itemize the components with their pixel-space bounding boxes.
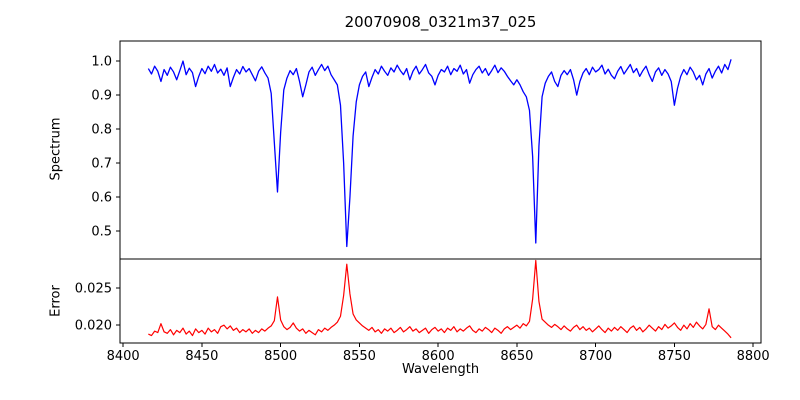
- x-axis-label: Wavelength: [401, 362, 480, 377]
- error-line: [148, 259, 732, 339]
- x-tick-label: 8700: [579, 349, 612, 364]
- x-tick-label: 8550: [343, 349, 376, 364]
- spectrum-line: [147, 59, 732, 248]
- y-tick-label: 0.8: [91, 123, 112, 138]
- y-tick-label: 0.020: [75, 319, 112, 334]
- x-tick-label: 8600: [422, 349, 455, 364]
- top-panel-frame: [119, 40, 762, 260]
- y-tick-label: 1.0: [91, 55, 112, 70]
- y-tick-label: 0.025: [75, 281, 112, 296]
- y-tick-label: 0.5: [91, 225, 112, 240]
- top-panel-y-ticks: 0.5 0.6 0.7 0.8 0.9 1.0: [91, 55, 120, 240]
- x-tick-label: 8650: [500, 349, 533, 364]
- x-tick-label: 8500: [264, 349, 297, 364]
- x-tick-label: 8800: [737, 349, 770, 364]
- y-tick-label: 0.6: [91, 191, 112, 206]
- y-tick-label: 0.9: [91, 89, 112, 104]
- x-tick-label: 8400: [107, 349, 140, 364]
- bottom-panel-y-ticks: 0.020 0.025: [75, 281, 120, 334]
- x-axis-ticks: 8400 8450 8500 8550 8600 8650 8700 8750 8800: [107, 343, 770, 364]
- bottom-panel-frame: [119, 258, 762, 344]
- x-tick-label: 8750: [658, 349, 691, 364]
- y-tick-label: 0.7: [91, 157, 112, 172]
- x-tick-label: 8450: [185, 349, 218, 364]
- chart-title: 20070908_0321m37_025: [344, 13, 537, 31]
